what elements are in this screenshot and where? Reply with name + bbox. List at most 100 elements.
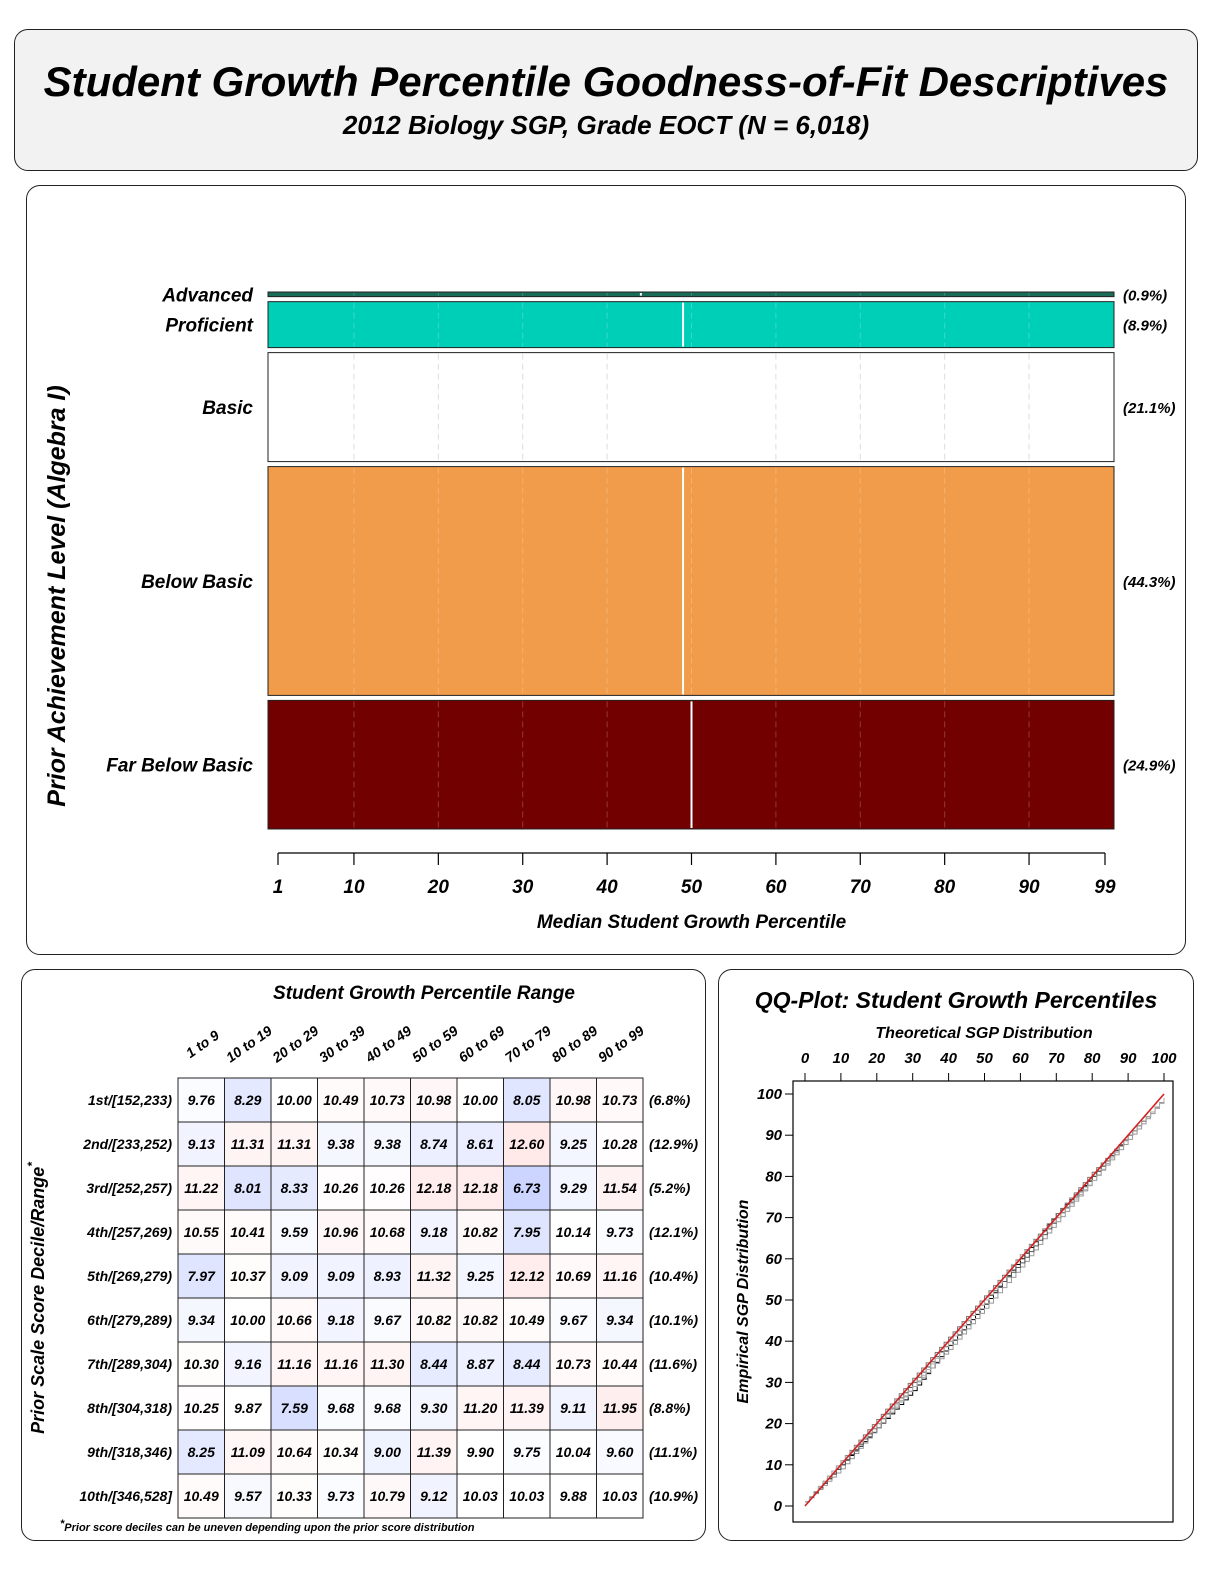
cell-value: 9.38 xyxy=(374,1136,401,1152)
x-tick-label: 80 xyxy=(934,877,956,898)
footnote-marker: * xyxy=(60,1518,65,1530)
row-label: 3rd/[252,257) xyxy=(86,1180,172,1196)
x-axis-label: Median Student Growth Percentile xyxy=(537,912,847,933)
percent-label: (44.3%) xyxy=(1123,574,1176,591)
table-cell xyxy=(363,1209,411,1255)
cell-value: 9.90 xyxy=(467,1444,494,1460)
y-tick-label: 20 xyxy=(764,1416,782,1433)
bar-chart: Advanced (0.9%) Proficient (8.9%) Basic (21.1… xyxy=(43,285,1176,933)
cell-value: 9.38 xyxy=(327,1136,354,1152)
cell-value: 10.04 xyxy=(556,1444,591,1460)
cell-value: 8.29 xyxy=(234,1092,261,1108)
row-label: 2nd/[233,252) xyxy=(82,1136,172,1152)
x-tick-label: 60 xyxy=(765,877,787,898)
category-label: Proficient xyxy=(165,316,253,337)
cell-value: 9.73 xyxy=(327,1488,354,1504)
percent-label: (21.1%) xyxy=(1123,400,1176,417)
row-percent: (11.6%) xyxy=(649,1356,697,1372)
y-tick-label: 60 xyxy=(765,1251,782,1268)
x-tick-label: 30 xyxy=(512,877,534,898)
cell-value: 9.68 xyxy=(374,1400,401,1416)
cell-value: 12.18 xyxy=(416,1180,451,1196)
x-tick-label: 0 xyxy=(801,1050,810,1067)
table-cell xyxy=(224,1253,272,1299)
cell-value: 11.54 xyxy=(603,1180,637,1196)
table-cell xyxy=(410,1473,458,1519)
cell-value: 9.34 xyxy=(188,1312,215,1328)
cell-value: 10.03 xyxy=(463,1488,498,1504)
cell-value: 10.37 xyxy=(230,1268,266,1284)
footnote: *Prior score deciles can be uneven depen… xyxy=(60,1518,475,1534)
table-cell xyxy=(317,1253,365,1299)
bar-1 xyxy=(267,301,1115,349)
cell-value: 10.73 xyxy=(370,1092,405,1108)
column-header: 90 to 99 xyxy=(595,1022,647,1065)
cell-value: 11.39 xyxy=(510,1400,544,1416)
cell-value: 12.18 xyxy=(463,1180,498,1196)
table-cell xyxy=(503,1209,551,1255)
row-percent: (6.8%) xyxy=(649,1092,691,1108)
cell-value: 12.12 xyxy=(509,1268,544,1284)
table-cell xyxy=(549,1209,597,1255)
table-cell xyxy=(363,1077,411,1123)
row-percent: (11.1%) xyxy=(649,1444,697,1460)
cell-value: 8.33 xyxy=(281,1180,308,1196)
category-label: Below Basic xyxy=(141,572,253,593)
cell-value: 9.67 xyxy=(374,1312,402,1328)
table-cell xyxy=(410,1253,458,1299)
cell-value: 11.20 xyxy=(463,1400,497,1416)
column-header: 10 to 19 xyxy=(223,1022,275,1065)
cell-value: 8.87 xyxy=(467,1356,495,1372)
cell-value: 6.73 xyxy=(513,1180,540,1196)
column-header: 80 to 89 xyxy=(548,1022,600,1065)
cell-value: 9.68 xyxy=(327,1400,354,1416)
table-cell xyxy=(224,1209,272,1255)
table-cell xyxy=(317,1209,365,1255)
x-tick-label: 90 xyxy=(1018,877,1040,898)
cell-value: 10.82 xyxy=(416,1312,451,1328)
cell-value: 11.22 xyxy=(184,1180,218,1196)
y-tick-label: 0 xyxy=(774,1498,783,1515)
row-label: 10th/[346,528] xyxy=(79,1488,173,1504)
cell-value: 9.00 xyxy=(374,1444,401,1460)
page-title: Student Growth Percentile Goodness-of-Fi… xyxy=(43,58,1169,105)
y-tick-label: 30 xyxy=(765,1374,782,1391)
column-header: 1 to 9 xyxy=(183,1027,222,1061)
cell-value: 9.18 xyxy=(420,1224,447,1240)
cell-value: 7.59 xyxy=(281,1400,308,1416)
table-cell xyxy=(596,1473,644,1519)
row-label: 1st/[152,233) xyxy=(88,1092,172,1108)
cell-value: 10.00 xyxy=(463,1092,498,1108)
table-cell xyxy=(177,1165,225,1211)
cell-value: 8.44 xyxy=(420,1356,447,1372)
x-tick-label: 40 xyxy=(596,877,619,898)
column-header: 50 to 59 xyxy=(409,1022,461,1065)
cell-value: 8.44 xyxy=(513,1356,540,1372)
table-cell xyxy=(596,1209,644,1255)
table-cell xyxy=(549,1165,597,1211)
table-cell xyxy=(456,1121,504,1167)
footnote-marker: * xyxy=(25,1161,39,1167)
x-tick-label: 100 xyxy=(1151,1050,1177,1067)
row-label: 9th/[318,346) xyxy=(87,1444,172,1460)
cell-value: 10.49 xyxy=(184,1488,219,1504)
cell-value: 8.74 xyxy=(420,1136,447,1152)
x-tick-label: 50 xyxy=(976,1050,993,1067)
table-cell xyxy=(596,1429,644,1475)
qq-plot: QQ-Plot: Student Growth Percentiles Theor… xyxy=(735,987,1177,1523)
cell-value: 10.41 xyxy=(230,1224,265,1240)
table-cell xyxy=(177,1297,225,1343)
table-cell xyxy=(317,1473,365,1519)
table-cell xyxy=(456,1473,504,1519)
x-tick-label: 70 xyxy=(850,877,872,898)
column-header: 30 to 39 xyxy=(316,1022,368,1065)
percent-label: (24.9%) xyxy=(1123,758,1176,775)
cell-value: 10.79 xyxy=(370,1488,405,1504)
y-axis-label: Prior Scale Score Decile/Range* xyxy=(25,1161,48,1434)
table-cell xyxy=(549,1473,597,1519)
row-label: 8th/[304,318) xyxy=(87,1400,172,1416)
category-label: Far Below Basic xyxy=(106,756,253,777)
bar-0 xyxy=(267,291,1115,298)
cell-value: 9.34 xyxy=(606,1312,633,1328)
cell-value: 9.16 xyxy=(234,1356,261,1372)
